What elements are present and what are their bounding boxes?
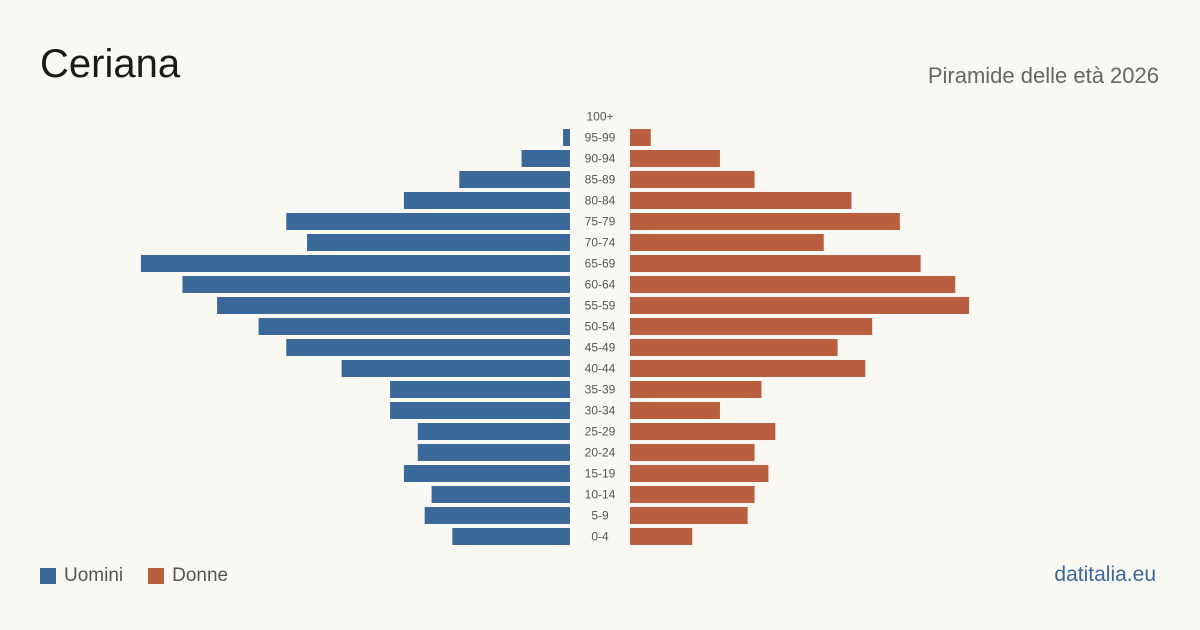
bar-men (307, 234, 570, 251)
bar-men (286, 213, 570, 230)
age-label: 65-69 (585, 257, 616, 271)
legend-swatch-men (40, 568, 56, 584)
bar-women (630, 297, 970, 314)
bar-men (452, 528, 570, 545)
bar-women (630, 234, 824, 251)
age-label: 40-44 (585, 362, 616, 376)
bar-women (630, 486, 755, 503)
bar-men (431, 486, 570, 503)
bar-women (630, 255, 921, 272)
legend-label-women: Donne (172, 565, 229, 586)
legend-label-men: Uomini (64, 565, 124, 586)
bar-men (403, 192, 570, 209)
age-label: 45-49 (585, 341, 616, 355)
age-label: 30-34 (585, 404, 616, 418)
bar-men (403, 465, 570, 482)
bar-women (630, 528, 693, 545)
age-label: 60-64 (585, 278, 616, 292)
bar-women (630, 276, 956, 293)
bar-men (417, 444, 570, 461)
age-label: 80-84 (585, 194, 616, 208)
bar-women (630, 150, 720, 167)
bar-men (424, 507, 570, 524)
bar-women (630, 381, 762, 398)
bar-men (182, 276, 571, 293)
legend-item-women: Donne (148, 565, 228, 587)
bar-men (390, 381, 570, 398)
bar-women (630, 129, 651, 146)
bar-men (390, 402, 570, 419)
page-title: Ceriana (40, 42, 181, 86)
bar-women (630, 507, 748, 524)
age-label: 15-19 (585, 467, 616, 481)
legend: Uomini Donne (40, 565, 253, 587)
bar-men (258, 318, 570, 335)
bar-men (417, 423, 570, 440)
bar-men (341, 360, 570, 377)
age-label: 70-74 (585, 236, 616, 250)
bar-men (521, 150, 570, 167)
age-label: 85-89 (585, 173, 616, 187)
bar-women (630, 192, 852, 209)
age-label: 95-99 (585, 131, 616, 145)
age-label: 20-24 (585, 446, 616, 460)
bar-men (286, 339, 570, 356)
age-label: 90-94 (585, 152, 616, 166)
age-label: 35-39 (585, 383, 616, 397)
bar-women (630, 339, 838, 356)
bar-women (630, 213, 900, 230)
bar-men (217, 297, 570, 314)
age-label: 25-29 (585, 425, 616, 439)
age-label: 55-59 (585, 299, 616, 313)
age-label: 100+ (586, 110, 613, 124)
bar-women (630, 402, 720, 419)
bar-men (563, 129, 570, 146)
bar-men (140, 255, 570, 272)
brand-link[interactable]: datitalia.eu (1054, 563, 1156, 586)
bar-women (630, 318, 873, 335)
bar-women (630, 171, 755, 188)
bar-men (459, 171, 570, 188)
legend-item-men: Uomini (40, 565, 123, 587)
bar-women (630, 423, 776, 440)
bar-women (630, 465, 769, 482)
chart-subtitle: Piramide delle età 2026 (927, 63, 1159, 88)
bar-women (630, 360, 866, 377)
age-label: 50-54 (585, 320, 616, 334)
legend-swatch-women (148, 568, 165, 584)
age-label: 5-9 (591, 509, 609, 523)
age-label: 0-4 (591, 530, 609, 544)
age-label: 75-79 (585, 215, 616, 229)
bar-women (630, 444, 755, 461)
age-label: 10-14 (585, 488, 616, 502)
